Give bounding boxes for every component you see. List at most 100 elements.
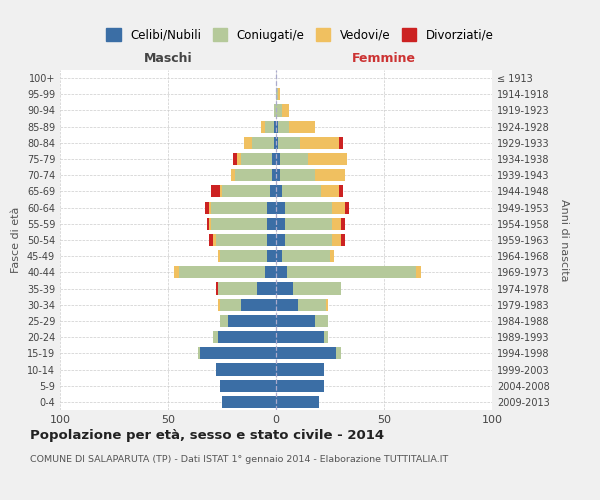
Bar bbox=[220, 298, 241, 311]
Bar bbox=[274, 137, 276, 149]
Bar bbox=[284, 202, 332, 213]
Bar bbox=[211, 202, 268, 213]
Bar bbox=[341, 218, 345, 230]
Bar bbox=[237, 153, 241, 165]
Bar bbox=[326, 298, 328, 311]
Bar bbox=[276, 348, 337, 360]
Bar bbox=[276, 315, 315, 327]
Bar bbox=[280, 153, 308, 165]
Bar bbox=[214, 234, 215, 246]
Bar bbox=[298, 298, 326, 311]
Bar bbox=[337, 348, 341, 360]
Bar bbox=[215, 234, 268, 246]
Bar bbox=[276, 137, 278, 149]
Text: Femmine: Femmine bbox=[352, 52, 416, 65]
Bar bbox=[276, 186, 283, 198]
Bar bbox=[276, 169, 280, 181]
Bar bbox=[276, 88, 278, 101]
Bar bbox=[315, 315, 328, 327]
Bar bbox=[276, 331, 323, 343]
Bar bbox=[284, 234, 332, 246]
Bar bbox=[229, 315, 276, 327]
Bar bbox=[278, 137, 300, 149]
Bar bbox=[276, 298, 298, 311]
Bar bbox=[220, 315, 229, 327]
Bar bbox=[241, 153, 272, 165]
Bar bbox=[332, 202, 345, 213]
Bar bbox=[274, 104, 276, 117]
Bar bbox=[276, 104, 283, 117]
Bar bbox=[276, 153, 280, 165]
Bar bbox=[269, 186, 276, 198]
Bar bbox=[308, 153, 347, 165]
Bar bbox=[276, 282, 293, 294]
Bar bbox=[222, 186, 269, 198]
Bar bbox=[283, 104, 289, 117]
Bar bbox=[276, 218, 284, 230]
Bar bbox=[276, 364, 323, 376]
Bar bbox=[276, 380, 323, 392]
Bar bbox=[300, 137, 338, 149]
Bar bbox=[330, 250, 334, 262]
Bar bbox=[222, 396, 276, 408]
Bar bbox=[205, 202, 209, 213]
Bar bbox=[338, 137, 343, 149]
Bar bbox=[215, 282, 218, 294]
Bar bbox=[276, 120, 278, 132]
Bar bbox=[215, 364, 276, 376]
Y-axis label: Anni di nascita: Anni di nascita bbox=[559, 198, 569, 281]
Bar bbox=[341, 234, 345, 246]
Bar bbox=[293, 282, 341, 294]
Bar bbox=[268, 218, 276, 230]
Bar bbox=[274, 120, 276, 132]
Bar bbox=[289, 120, 315, 132]
Bar bbox=[345, 202, 349, 213]
Bar bbox=[209, 218, 211, 230]
Y-axis label: Fasce di età: Fasce di età bbox=[11, 207, 21, 273]
Bar bbox=[322, 186, 338, 198]
Bar bbox=[220, 186, 222, 198]
Bar bbox=[268, 234, 276, 246]
Bar bbox=[198, 348, 200, 360]
Bar bbox=[276, 250, 283, 262]
Bar bbox=[268, 250, 276, 262]
Bar bbox=[338, 186, 343, 198]
Text: Maschi: Maschi bbox=[143, 52, 193, 65]
Bar bbox=[235, 169, 272, 181]
Bar bbox=[220, 380, 276, 392]
Bar bbox=[276, 202, 284, 213]
Bar bbox=[179, 266, 265, 278]
Bar bbox=[200, 348, 276, 360]
Bar bbox=[209, 234, 214, 246]
Bar bbox=[272, 169, 276, 181]
Bar bbox=[233, 153, 237, 165]
Bar bbox=[265, 266, 276, 278]
Text: COMUNE DI SALAPARUTA (TP) - Dati ISTAT 1° gennaio 2014 - Elaborazione TUTTITALIA: COMUNE DI SALAPARUTA (TP) - Dati ISTAT 1… bbox=[30, 455, 448, 464]
Bar bbox=[244, 137, 252, 149]
Bar bbox=[332, 218, 341, 230]
Bar bbox=[280, 169, 315, 181]
Bar bbox=[332, 234, 341, 246]
Bar bbox=[323, 331, 328, 343]
Bar bbox=[218, 298, 220, 311]
Bar bbox=[218, 331, 276, 343]
Bar bbox=[315, 169, 345, 181]
Bar bbox=[220, 250, 268, 262]
Bar bbox=[230, 169, 235, 181]
Bar bbox=[276, 396, 319, 408]
Bar bbox=[207, 218, 209, 230]
Bar bbox=[209, 202, 211, 213]
Bar bbox=[283, 186, 322, 198]
Bar bbox=[218, 282, 257, 294]
Bar bbox=[211, 218, 268, 230]
Bar bbox=[268, 202, 276, 213]
Bar bbox=[287, 266, 416, 278]
Bar bbox=[416, 266, 421, 278]
Bar bbox=[252, 137, 274, 149]
Bar bbox=[278, 88, 280, 101]
Bar bbox=[276, 266, 287, 278]
Text: Popolazione per età, sesso e stato civile - 2014: Popolazione per età, sesso e stato civil… bbox=[30, 430, 384, 442]
Bar bbox=[218, 250, 220, 262]
Bar bbox=[272, 153, 276, 165]
Bar bbox=[175, 266, 179, 278]
